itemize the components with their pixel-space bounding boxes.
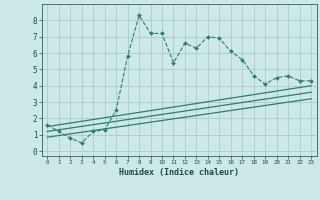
X-axis label: Humidex (Indice chaleur): Humidex (Indice chaleur) [119, 168, 239, 177]
